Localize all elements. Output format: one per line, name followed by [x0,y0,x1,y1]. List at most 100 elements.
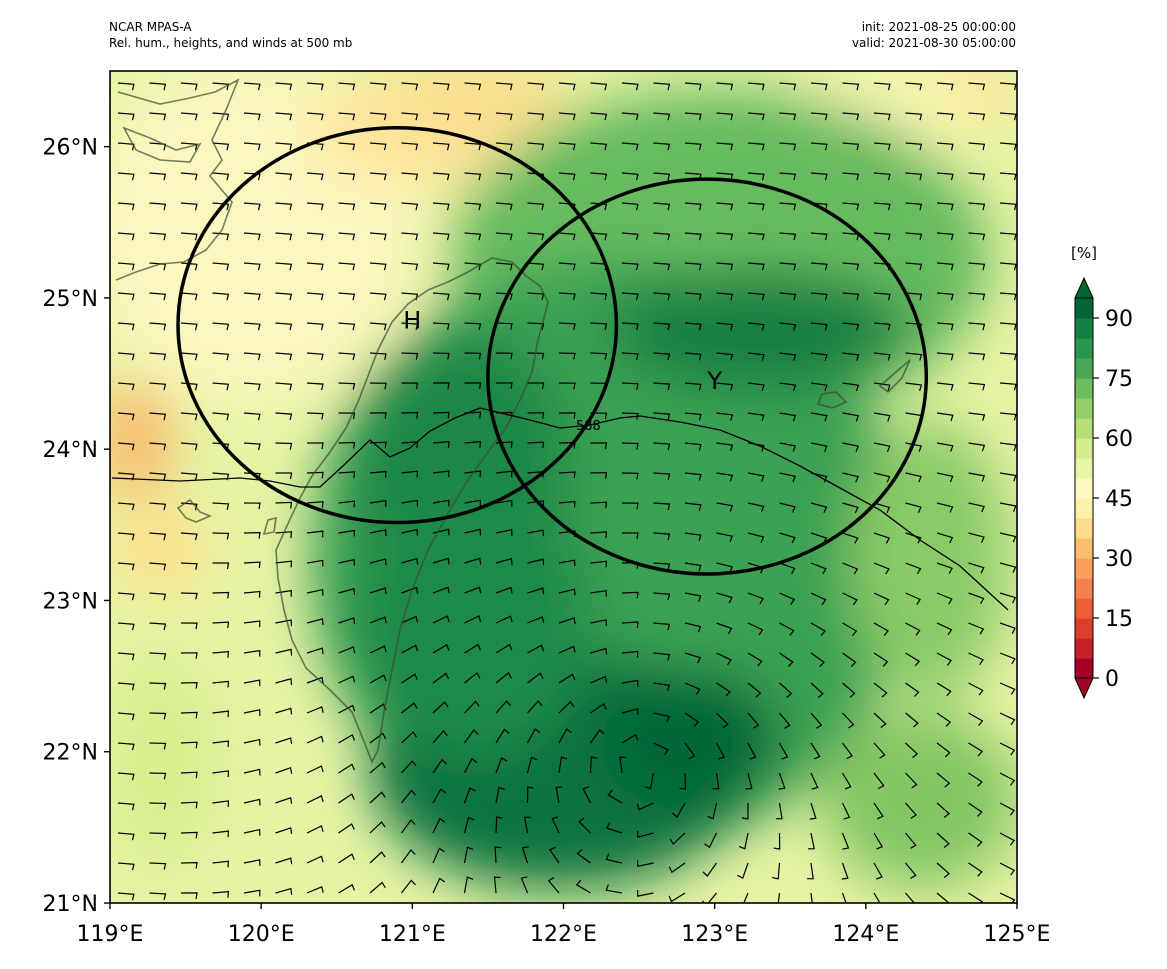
wind-barb [679,772,687,790]
wind-barb [968,892,983,903]
wind-barb [369,732,387,744]
wind-barb [306,501,324,508]
wind-barb [243,142,261,151]
wind-barb [684,682,701,695]
wind-barb [243,620,261,628]
wind-barb [369,202,387,211]
wind-barb [180,622,198,630]
wind-barb [432,847,445,864]
wind-barb [243,828,261,836]
wind-barb [117,742,135,751]
wind-barb [464,322,482,330]
wind-barb [275,172,293,181]
wind-barb [306,588,324,596]
wind-barb [779,202,797,211]
wind-barb [432,877,446,894]
wind-barb [527,142,545,151]
wind-barb [149,232,167,241]
wind-barb [621,733,639,744]
wind-barb [684,502,702,511]
penghu-islands [176,498,213,523]
small-island [262,516,277,536]
wind-barb [779,112,797,121]
wind-barb [432,788,446,804]
wind-barb [810,742,821,760]
x-tick-label: 120°E [228,922,295,947]
wind-barb [212,322,230,331]
wind-barb [180,801,198,809]
wind-barb [275,531,293,538]
wind-barb [338,588,356,595]
wind-barb [747,322,765,331]
wind-barb [621,352,639,360]
wind-barb [936,652,953,666]
wind-barb [521,846,529,864]
wind-barb [605,884,623,894]
wind-barb [999,112,1017,121]
wind-barb [905,352,923,361]
wind-barb [243,649,261,657]
wind-barb [495,499,513,507]
wind-barb [527,352,545,360]
wind-barb [527,112,545,121]
wind-barb [275,737,293,745]
colorbar-min-extend [1074,677,1094,700]
wind-barb [684,352,702,361]
wind-barb [212,800,230,808]
wind-barb [936,172,954,181]
wind-barb [936,352,954,361]
wind-barb [464,586,482,594]
wind-barb [401,819,416,834]
wind-barb [527,202,545,211]
wind-barb [369,292,387,301]
wind-barb [644,772,655,790]
wind-barb [873,172,891,181]
wind-barb [905,292,923,301]
colorbar-segment [1075,598,1093,619]
wind-barb [495,586,513,594]
wind-barb [180,232,198,241]
wind-barb [842,202,860,211]
wind-barb [548,846,560,864]
wind-barb [149,562,167,571]
wind-barb [149,892,167,900]
wind-barb [810,592,827,606]
wind-barb [936,682,952,697]
wind-barb [842,112,860,121]
wind-barb [716,682,731,697]
wind-barb [779,322,797,331]
wind-barb [590,352,608,360]
wind-barb [999,382,1017,391]
wind-barb [117,562,135,571]
wind-barb [117,472,135,481]
wind-barb [684,442,702,451]
wind-barb [464,352,482,360]
wind-barb [495,786,505,804]
wind-barb [590,703,607,714]
wind-barb [936,322,954,331]
wind-barb [653,322,671,331]
wind-barb [463,876,474,894]
wind-barb [369,142,387,151]
wind-barb [653,622,671,631]
wind-barb [520,876,529,894]
wind-barb [338,202,356,211]
wind-barb [905,382,923,392]
wind-barb [873,202,891,211]
wind-barb [180,652,198,659]
wind-barb [810,232,828,241]
wind-barb [621,442,639,450]
wind-barb [401,586,419,594]
wind-barb [873,412,891,422]
wind-barb [338,500,356,508]
wind-barb [590,471,608,479]
wind-barb [671,802,686,818]
wind-barb [338,646,356,654]
wind-barb [432,82,450,91]
wind-barb [936,502,954,513]
wind-barb [653,382,671,391]
wind-barb [738,832,749,850]
wind-barb [495,700,511,714]
wind-barb [873,652,889,667]
wind-barb [779,82,797,91]
